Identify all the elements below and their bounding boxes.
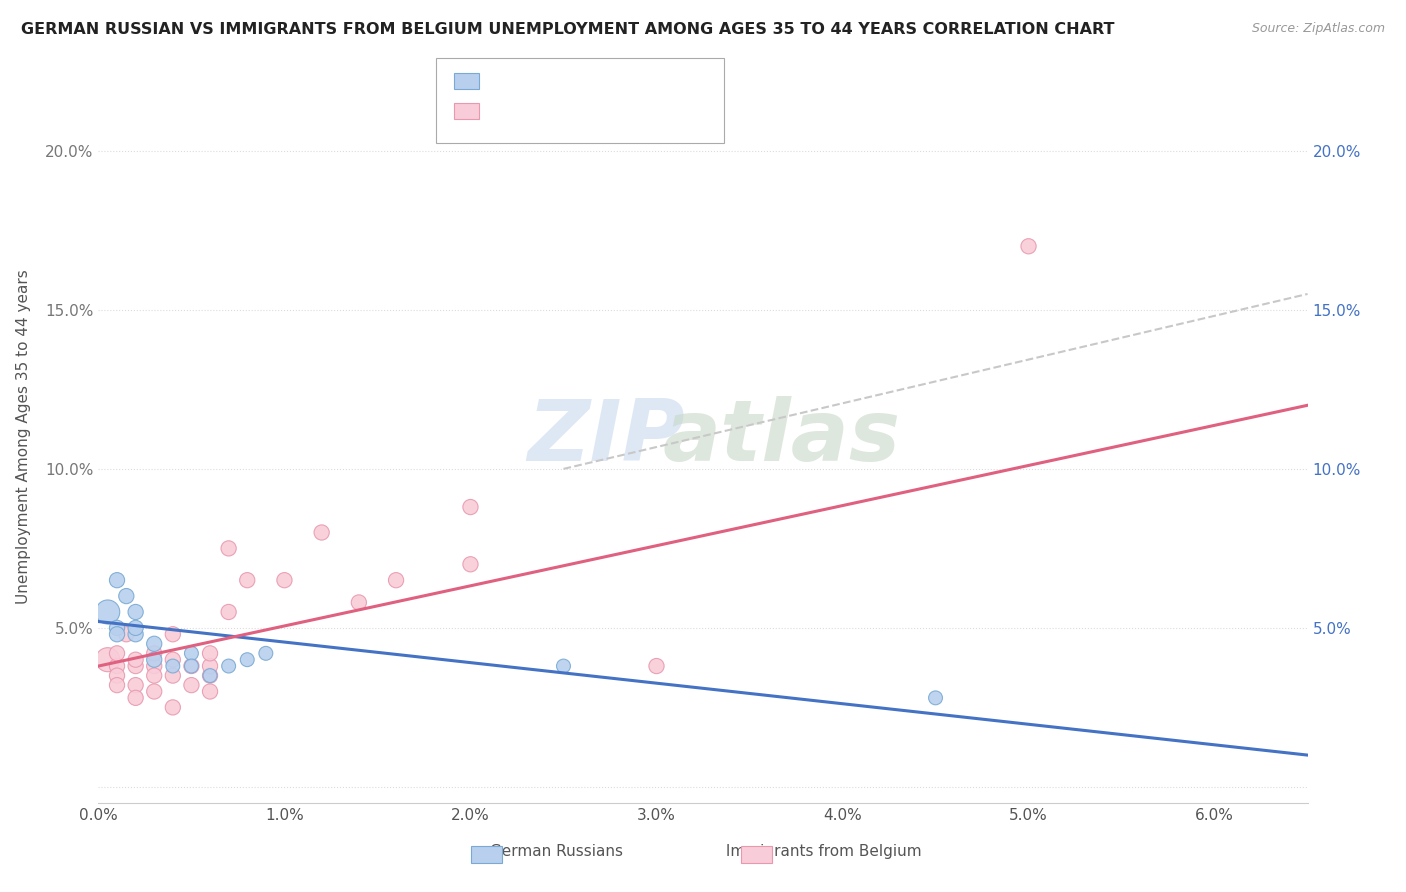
- Point: [143, 653, 166, 667]
- Point: [162, 659, 184, 673]
- Y-axis label: Unemployment Among Ages 35 to 44 years: Unemployment Among Ages 35 to 44 years: [17, 269, 31, 605]
- Point: [115, 627, 138, 641]
- Point: [97, 605, 120, 619]
- Text: R =: R =: [488, 109, 522, 124]
- Point: [236, 653, 259, 667]
- Point: [162, 700, 184, 714]
- Point: [385, 573, 408, 587]
- Point: [105, 668, 128, 682]
- Point: [162, 627, 184, 641]
- Point: [218, 605, 240, 619]
- Point: [180, 659, 202, 673]
- Text: ZIP: ZIP: [527, 395, 685, 479]
- Point: [124, 659, 146, 673]
- Point: [143, 637, 166, 651]
- Point: [97, 653, 120, 667]
- Text: R =: R =: [488, 78, 522, 94]
- Point: [460, 558, 482, 572]
- Point: [553, 659, 575, 673]
- Text: Immigrants from Belgium: Immigrants from Belgium: [682, 845, 921, 859]
- Point: [124, 653, 146, 667]
- Point: [198, 646, 221, 660]
- Text: N =: N =: [589, 78, 623, 94]
- Point: [105, 646, 128, 660]
- Text: 0.342: 0.342: [523, 109, 576, 124]
- Point: [124, 678, 146, 692]
- Point: [180, 678, 202, 692]
- Text: 19: 19: [623, 78, 644, 94]
- Point: [198, 684, 221, 698]
- Point: [218, 659, 240, 673]
- Point: [143, 659, 166, 673]
- Point: [124, 605, 146, 619]
- Text: N =: N =: [589, 109, 623, 124]
- Point: [143, 668, 166, 682]
- Point: [180, 659, 202, 673]
- Point: [198, 668, 221, 682]
- Point: [105, 573, 128, 587]
- Point: [236, 573, 259, 587]
- Point: [1018, 239, 1040, 253]
- Point: [162, 668, 184, 682]
- Point: [218, 541, 240, 556]
- Text: GERMAN RUSSIAN VS IMMIGRANTS FROM BELGIUM UNEMPLOYMENT AMONG AGES 35 TO 44 YEARS: GERMAN RUSSIAN VS IMMIGRANTS FROM BELGIU…: [21, 22, 1115, 37]
- Point: [105, 678, 128, 692]
- Point: [460, 500, 482, 514]
- Point: [180, 646, 202, 660]
- Text: German Russians: German Russians: [446, 845, 623, 859]
- Point: [273, 573, 295, 587]
- Text: Source: ZipAtlas.com: Source: ZipAtlas.com: [1251, 22, 1385, 36]
- Text: -0.497: -0.497: [523, 78, 578, 94]
- Point: [198, 668, 221, 682]
- Point: [198, 659, 221, 673]
- Point: [143, 646, 166, 660]
- Point: [124, 690, 146, 705]
- Point: [105, 627, 128, 641]
- Point: [645, 659, 668, 673]
- Point: [124, 627, 146, 641]
- Point: [162, 653, 184, 667]
- Point: [124, 621, 146, 635]
- Text: 35: 35: [623, 109, 644, 124]
- Point: [254, 646, 277, 660]
- Point: [311, 525, 333, 540]
- Point: [347, 595, 370, 609]
- Point: [143, 684, 166, 698]
- Point: [924, 690, 946, 705]
- Text: atlas: atlas: [662, 395, 901, 479]
- Point: [105, 659, 128, 673]
- Point: [105, 621, 128, 635]
- Point: [115, 589, 138, 603]
